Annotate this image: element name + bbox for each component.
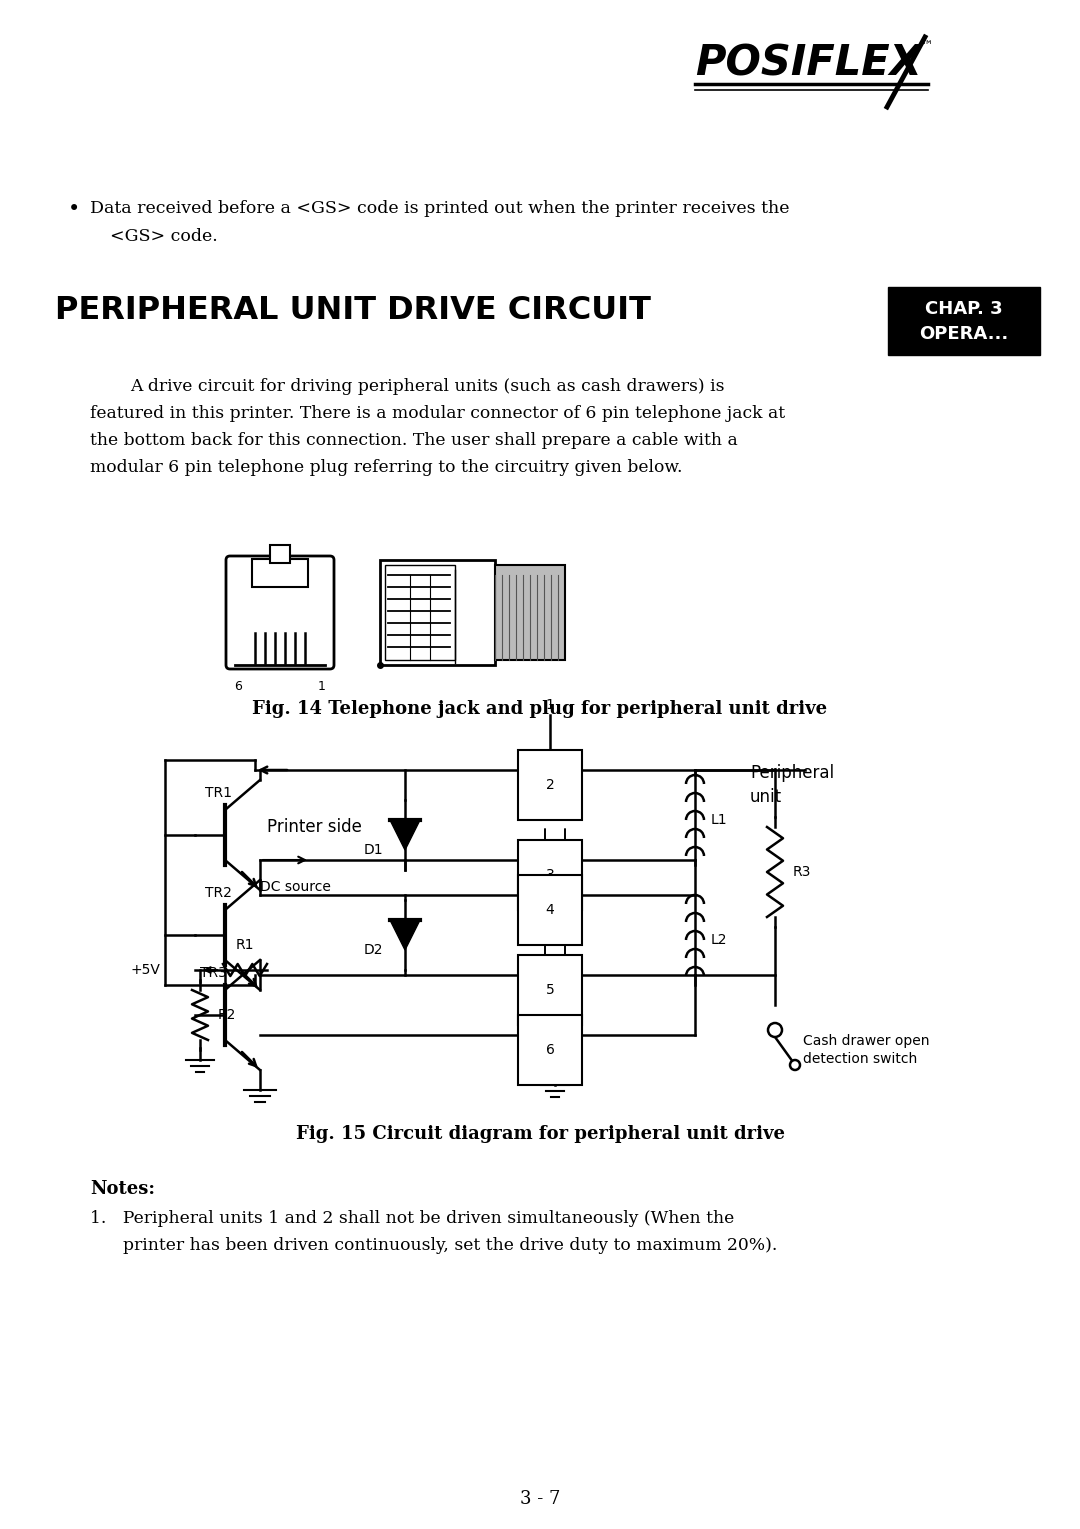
Text: <GS> code.: <GS> code. [110,228,218,245]
Bar [384,566,455,661]
Text: D1: D1 [363,842,383,856]
Text: 3: 3 [545,868,554,882]
Text: D2: D2 [364,943,383,957]
Text: Fig. 14 Telephone jack and plug for peripheral unit drive: Fig. 14 Telephone jack and plug for peri… [253,700,827,719]
Text: L1: L1 [711,813,728,827]
Bar [495,566,565,661]
Text: 3 - 7: 3 - 7 [519,1489,561,1508]
Text: A drive circuit for driving peripheral units (such as cash drawers) is: A drive circuit for driving peripheral u… [130,378,725,394]
Text: Fig. 15 Circuit diagram for peripheral unit drive: Fig. 15 Circuit diagram for peripheral u… [296,1125,784,1144]
Text: 2: 2 [545,778,554,792]
Text: the bottom back for this connection. The user shall prepare a cable with a: the bottom back for this connection. The… [90,433,738,450]
Text: 6: 6 [545,1043,554,1057]
Text: 5: 5 [545,983,554,997]
Bar [270,544,291,563]
Text: 1: 1 [319,680,326,693]
FancyBboxPatch shape [226,557,334,670]
Text: TR2: TR2 [205,885,232,901]
Text: 6: 6 [234,680,242,693]
Text: modular 6 pin telephone plug referring to the circuitry given below.: modular 6 pin telephone plug referring t… [90,459,683,476]
Text: 4: 4 [545,904,554,917]
Text: 1.   Peripheral units 1 and 2 shall not be driven simultaneously (When the: 1. Peripheral units 1 and 2 shall not be… [90,1209,734,1226]
Text: TR3: TR3 [200,966,227,980]
Text: featured in this printer. There is a modular connector of 6 pin telephone jack a: featured in this printer. There is a mod… [90,405,785,422]
Text: TR1: TR1 [205,786,232,800]
Text: Data received before a <GS> code is printed out when the printer receives the: Data received before a <GS> code is prin… [90,200,789,217]
Text: ™: ™ [920,40,932,54]
Text: DC source: DC source [260,881,330,894]
Text: PERIPHERAL UNIT DRIVE CIRCUIT: PERIPHERAL UNIT DRIVE CIRCUIT [55,295,651,326]
Text: printer has been driven continuously, set the drive duty to maximum 20%).: printer has been driven continuously, se… [90,1237,778,1254]
Text: 1: 1 [545,699,554,713]
Polygon shape [390,820,420,850]
Text: Notes:: Notes: [90,1180,156,1199]
Circle shape [768,1023,782,1037]
Circle shape [789,1060,800,1070]
Text: R1: R1 [235,937,254,953]
Text: +5V: +5V [130,963,160,977]
Text: R2: R2 [218,1008,237,1021]
Text: •: • [68,200,80,219]
FancyBboxPatch shape [888,287,1040,355]
Bar [252,560,308,587]
Text: Printer side: Printer side [267,818,362,836]
Text: R3: R3 [793,865,811,879]
Text: Cash drawer open
detection switch: Cash drawer open detection switch [804,1034,930,1066]
Text: CHAP. 3
OPERA...: CHAP. 3 OPERA... [919,300,1009,342]
Text: L2: L2 [711,933,728,946]
Polygon shape [390,920,420,950]
Text: Peripheral
unit: Peripheral unit [750,764,834,806]
Bar [380,560,495,665]
Text: POSIFLEX: POSIFLEX [696,41,921,84]
